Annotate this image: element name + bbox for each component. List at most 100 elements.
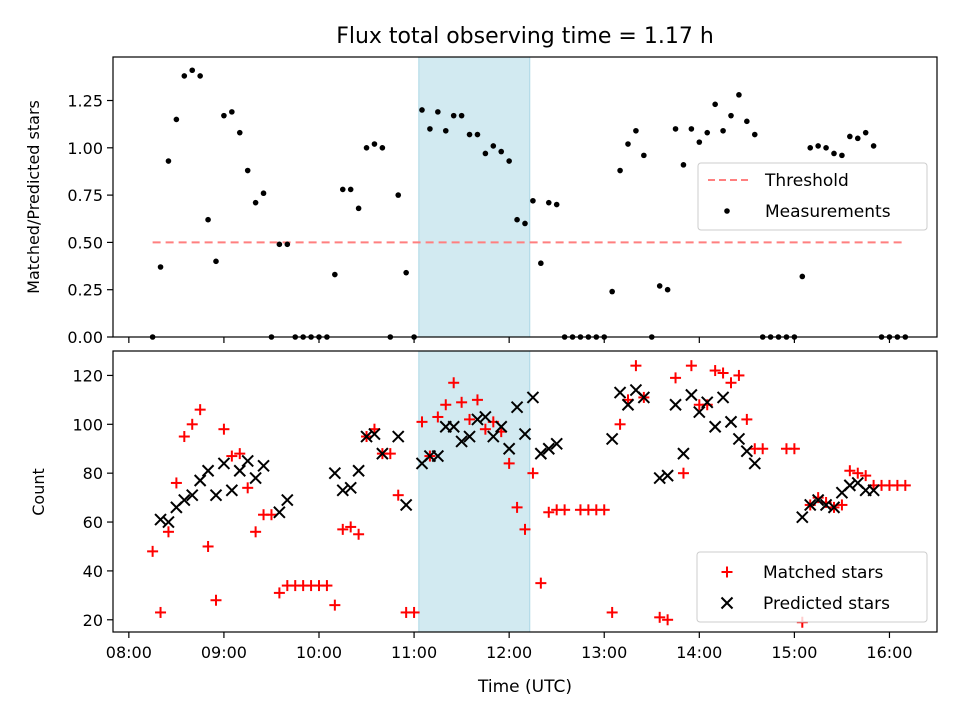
predicted-star-point bbox=[495, 420, 508, 433]
predicted-star-point-b bbox=[550, 437, 563, 451]
predicted-star-point bbox=[217, 457, 231, 470]
predicted-star-point bbox=[249, 471, 262, 485]
predicted-star-point-b bbox=[502, 442, 516, 455]
measurement-point bbox=[664, 286, 671, 293]
measurement-point bbox=[379, 145, 386, 151]
predicted-star-point bbox=[748, 457, 761, 470]
predicted-star-point bbox=[637, 391, 651, 404]
predicted-star-point-b bbox=[804, 498, 817, 512]
measurement-point bbox=[641, 152, 647, 159]
matched-star-point bbox=[250, 526, 262, 538]
predicted-star-point-b bbox=[867, 484, 880, 497]
predicted-star-point bbox=[328, 466, 342, 480]
measurement-point bbox=[854, 135, 861, 142]
predicted-star-point-b bbox=[495, 420, 508, 433]
predicted-stars-points bbox=[154, 383, 880, 529]
predicted-star-point bbox=[502, 442, 516, 455]
y-tick-label: 120 bbox=[72, 366, 103, 385]
predicted-star-point bbox=[811, 493, 825, 507]
measurement-point bbox=[284, 241, 291, 248]
x-tick-label: 15:00 bbox=[771, 643, 817, 662]
matched-star-point bbox=[503, 457, 515, 469]
y-tick-label: 0.00 bbox=[67, 328, 103, 347]
predicted-star-point-b bbox=[257, 459, 270, 473]
predicted-star-point-b bbox=[629, 383, 643, 397]
measurement-point bbox=[347, 186, 354, 193]
predicted-star-point-b bbox=[661, 469, 674, 482]
measurement-point bbox=[435, 109, 441, 115]
predicted-star-point bbox=[225, 484, 239, 497]
matched-star-point bbox=[725, 377, 737, 389]
matched-star-point bbox=[677, 467, 689, 479]
predicted-star-point bbox=[154, 513, 167, 526]
predicted-star-point-b bbox=[487, 430, 500, 443]
matched-star-point bbox=[559, 504, 571, 516]
x-tick-label: 09:00 bbox=[201, 643, 247, 662]
predicted-star-point-b bbox=[732, 432, 746, 446]
y-tick-label: 1.25 bbox=[67, 92, 103, 111]
matched-star-point bbox=[844, 465, 856, 477]
measurement-point bbox=[712, 101, 718, 108]
predicted-star-point bbox=[724, 415, 738, 429]
predicted-star-point bbox=[471, 413, 484, 426]
measurement-point bbox=[704, 129, 711, 136]
y-tick-label: 0.75 bbox=[67, 186, 103, 205]
measurement-point bbox=[332, 271, 338, 278]
predicted-star-point-b bbox=[241, 454, 254, 468]
measurement-point bbox=[244, 167, 251, 174]
matched-star-point bbox=[408, 606, 420, 618]
matched-star-point bbox=[210, 594, 222, 606]
predicted-star-point bbox=[344, 481, 357, 495]
x-tick-label: 11:00 bbox=[391, 643, 437, 662]
predicted-star-point-b bbox=[677, 447, 690, 460]
top-y-axis-label: Matched/Predicted stars bbox=[24, 100, 43, 294]
predicted-star-point bbox=[463, 430, 476, 443]
predicted-star-point bbox=[732, 432, 746, 446]
matched-star-point bbox=[218, 423, 230, 435]
chart-title: Flux total observing time = 1.17 h bbox=[336, 24, 714, 49]
predicted-star-point-b bbox=[811, 493, 825, 507]
x-tick-label: 08:00 bbox=[106, 643, 152, 662]
predicted-star-point bbox=[701, 396, 714, 409]
observing-span-bottom bbox=[418, 350, 531, 633]
legend-predicted-label: Predicted stars bbox=[763, 594, 890, 614]
predicted-star-point bbox=[796, 510, 809, 524]
measurement-point bbox=[252, 199, 259, 206]
predicted-star-point bbox=[209, 488, 223, 502]
predicted-star-point bbox=[368, 427, 381, 441]
matched-star-point bbox=[440, 399, 452, 411]
bottom-y-ticks: 20 40 60 80 100 120 bbox=[72, 366, 113, 630]
predicted-star-point bbox=[526, 391, 540, 404]
predicted-star-point bbox=[376, 447, 389, 460]
predicted-star-point-b bbox=[178, 493, 191, 507]
predicted-star-point-b bbox=[693, 405, 706, 419]
predicted-star-point-b bbox=[463, 430, 476, 443]
matched-star-point bbox=[685, 360, 697, 372]
predicted-star-point-b bbox=[843, 479, 857, 492]
matched-star-point bbox=[535, 577, 547, 589]
predicted-star-point bbox=[233, 464, 246, 477]
measurement-point bbox=[720, 127, 726, 134]
matched-star-point bbox=[321, 580, 333, 592]
predicted-star-point bbox=[669, 398, 682, 411]
matched-star-point bbox=[194, 404, 206, 416]
measurement-point bbox=[815, 143, 821, 149]
measurement-point bbox=[545, 199, 552, 206]
predicted-star-point bbox=[550, 437, 563, 451]
legend-matched-label: Matched stars bbox=[763, 563, 883, 583]
predicted-star-point-b bbox=[471, 413, 484, 426]
predicted-star-point bbox=[716, 391, 730, 404]
predicted-star-point-b bbox=[217, 457, 231, 470]
matched-star-point bbox=[432, 411, 444, 423]
matched-star-point bbox=[471, 394, 483, 406]
measurement-point bbox=[197, 73, 203, 79]
predicted-star-point-b bbox=[249, 471, 262, 485]
measurement-point bbox=[229, 109, 235, 115]
measurement-point bbox=[395, 192, 402, 198]
predicted-star-point-b bbox=[455, 435, 468, 448]
measurement-point bbox=[807, 145, 814, 151]
predicted-star-point-b bbox=[542, 442, 555, 455]
predicted-star-point-b bbox=[653, 471, 666, 485]
bottom-panel: 20 40 60 80 100 120 08:00 09:00 10:00 11:00 12:00… bbox=[29, 350, 938, 697]
